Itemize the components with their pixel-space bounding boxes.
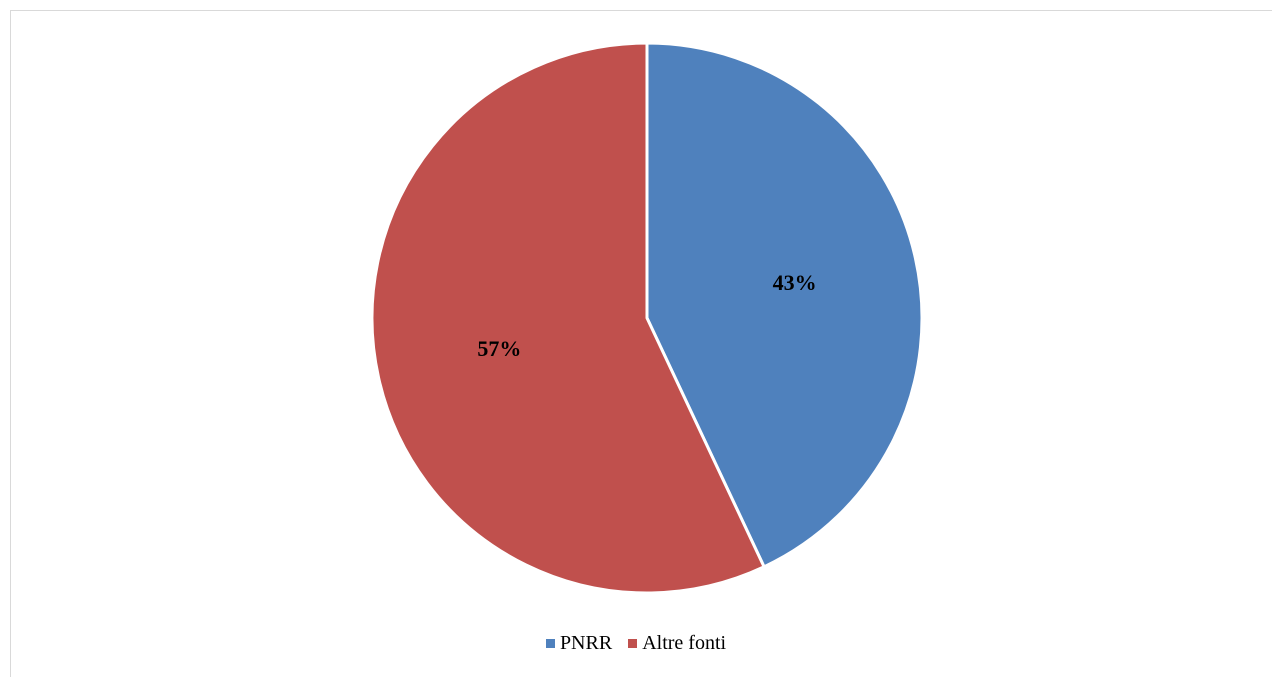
data-label-altre-fonti: 57% xyxy=(477,336,521,361)
legend: PNRR Altre fonti xyxy=(0,632,1272,655)
legend-item-altre-fonti: Altre fonti xyxy=(628,632,726,655)
legend-label-altre-fonti: Altre fonti xyxy=(642,632,727,654)
legend-item-pnrr: PNRR xyxy=(545,632,613,655)
legend-swatch-pnrr xyxy=(545,639,555,648)
pie-slice-pnrr xyxy=(645,41,924,569)
chart-frame xyxy=(10,10,1272,677)
pie-slice-altre-fonti xyxy=(370,41,766,595)
legend-label-pnrr: PNRR xyxy=(559,632,613,654)
data-label-pnrr: 43% xyxy=(773,270,817,295)
legend-swatch-altre-fonti xyxy=(628,639,638,648)
